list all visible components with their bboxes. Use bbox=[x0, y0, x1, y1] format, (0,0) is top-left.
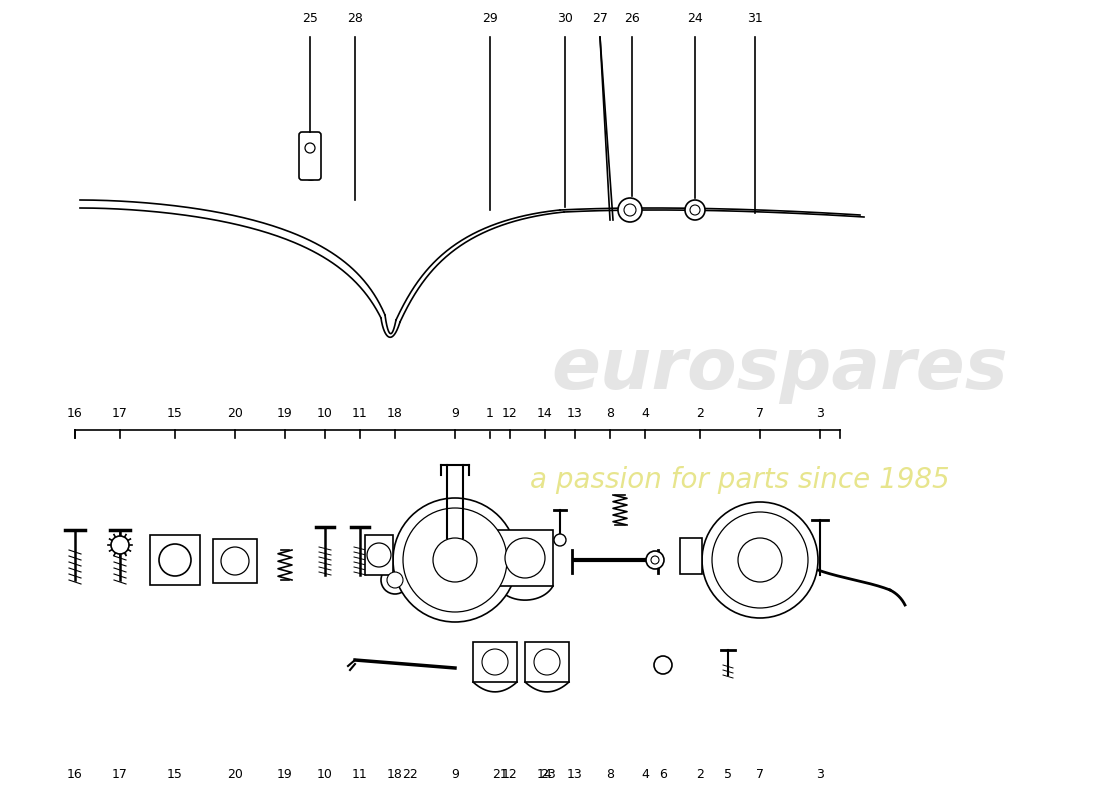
Text: 19: 19 bbox=[277, 407, 293, 420]
FancyBboxPatch shape bbox=[213, 539, 257, 583]
Circle shape bbox=[702, 502, 818, 618]
Circle shape bbox=[160, 544, 191, 576]
Circle shape bbox=[482, 649, 508, 675]
Text: 14: 14 bbox=[537, 407, 553, 420]
Circle shape bbox=[403, 508, 507, 612]
Circle shape bbox=[654, 656, 672, 674]
Circle shape bbox=[685, 200, 705, 220]
Text: 2: 2 bbox=[696, 769, 704, 782]
Circle shape bbox=[305, 143, 315, 153]
Text: 14: 14 bbox=[537, 769, 553, 782]
Circle shape bbox=[111, 536, 129, 554]
Circle shape bbox=[651, 556, 659, 564]
Text: 15: 15 bbox=[167, 407, 183, 420]
FancyBboxPatch shape bbox=[299, 132, 321, 180]
Circle shape bbox=[738, 538, 782, 582]
Text: 28: 28 bbox=[348, 12, 363, 25]
Circle shape bbox=[381, 566, 409, 594]
Text: 4: 4 bbox=[641, 407, 649, 420]
FancyBboxPatch shape bbox=[525, 642, 569, 682]
Text: 11: 11 bbox=[352, 769, 367, 782]
Text: 24: 24 bbox=[688, 12, 703, 25]
Circle shape bbox=[505, 538, 544, 578]
Circle shape bbox=[367, 543, 390, 567]
Circle shape bbox=[624, 204, 636, 216]
Text: 31: 31 bbox=[747, 12, 763, 25]
Circle shape bbox=[433, 538, 477, 582]
Text: 3: 3 bbox=[816, 407, 824, 420]
Circle shape bbox=[534, 649, 560, 675]
Text: 9: 9 bbox=[451, 407, 459, 420]
Text: 26: 26 bbox=[624, 12, 640, 25]
Text: 8: 8 bbox=[606, 407, 614, 420]
Text: 10: 10 bbox=[317, 407, 333, 420]
Text: 19: 19 bbox=[277, 769, 293, 782]
Circle shape bbox=[618, 198, 642, 222]
Text: 8: 8 bbox=[606, 769, 614, 782]
Text: 30: 30 bbox=[557, 12, 573, 25]
Text: 22: 22 bbox=[403, 769, 418, 782]
Text: 12: 12 bbox=[502, 769, 518, 782]
Circle shape bbox=[387, 572, 403, 588]
Text: a passion for parts since 1985: a passion for parts since 1985 bbox=[530, 466, 949, 494]
Text: 5: 5 bbox=[724, 769, 732, 782]
Text: 17: 17 bbox=[112, 769, 128, 782]
Circle shape bbox=[393, 498, 517, 622]
Text: 15: 15 bbox=[167, 769, 183, 782]
Text: eurospares: eurospares bbox=[551, 335, 1009, 405]
Circle shape bbox=[712, 512, 808, 608]
Circle shape bbox=[646, 551, 664, 569]
Text: 7: 7 bbox=[756, 769, 764, 782]
Text: 25: 25 bbox=[302, 12, 318, 25]
Text: 16: 16 bbox=[67, 769, 82, 782]
Text: 20: 20 bbox=[227, 769, 243, 782]
Text: 23: 23 bbox=[540, 769, 556, 782]
Text: 9: 9 bbox=[451, 769, 459, 782]
Text: 6: 6 bbox=[659, 769, 667, 782]
Text: 29: 29 bbox=[482, 12, 498, 25]
Text: 17: 17 bbox=[112, 407, 128, 420]
Text: 10: 10 bbox=[317, 769, 333, 782]
Circle shape bbox=[690, 205, 700, 215]
FancyBboxPatch shape bbox=[680, 538, 702, 574]
Text: 13: 13 bbox=[568, 769, 583, 782]
FancyBboxPatch shape bbox=[473, 642, 517, 682]
Text: 13: 13 bbox=[568, 407, 583, 420]
Circle shape bbox=[221, 547, 249, 575]
Text: 4: 4 bbox=[641, 769, 649, 782]
Text: 27: 27 bbox=[592, 12, 608, 25]
Text: 1: 1 bbox=[486, 407, 494, 420]
Text: 18: 18 bbox=[387, 407, 403, 420]
Text: 11: 11 bbox=[352, 407, 367, 420]
Text: 3: 3 bbox=[816, 769, 824, 782]
Circle shape bbox=[554, 534, 566, 546]
FancyBboxPatch shape bbox=[365, 535, 393, 575]
Text: 16: 16 bbox=[67, 407, 82, 420]
Text: 12: 12 bbox=[502, 407, 518, 420]
Text: 20: 20 bbox=[227, 407, 243, 420]
Text: 21: 21 bbox=[492, 769, 508, 782]
FancyBboxPatch shape bbox=[497, 530, 553, 586]
Text: 18: 18 bbox=[387, 769, 403, 782]
Text: 7: 7 bbox=[756, 407, 764, 420]
Text: 2: 2 bbox=[696, 407, 704, 420]
FancyBboxPatch shape bbox=[150, 535, 200, 585]
